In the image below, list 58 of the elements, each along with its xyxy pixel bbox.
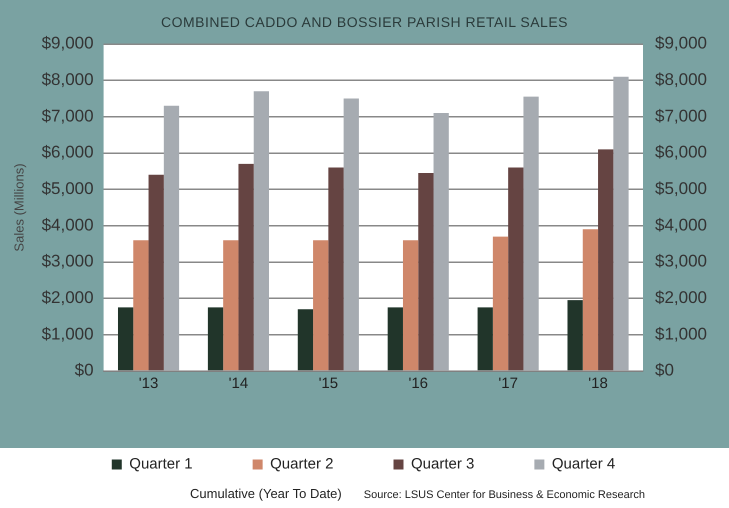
bar [328,168,344,370]
x-tick-label: '15 [318,375,338,392]
legend-label: Quarter 3 [411,456,474,473]
bar [582,229,598,370]
y2-tick-label: $8,000 [655,70,708,90]
y-tick-label: $0 [74,360,94,380]
y-tick-label: $7,000 [42,106,94,126]
bar [298,309,314,370]
bar [118,307,134,370]
bar [148,174,164,370]
x-tick-label: '17 [498,375,518,392]
bar [478,307,493,370]
y-tick-label: $9,000 [42,34,94,53]
y-tick-label: $4,000 [42,215,94,234]
y-tick-label: $6,000 [42,142,94,162]
bar [388,307,403,370]
y2-tick-label: $3,000 [655,252,708,271]
y-tick-label: $3,000 [42,252,94,271]
chart-title: COMBINED CADDO AND BOSSIER PARISH RETAIL SALES [160,14,570,30]
x-tick-label: '14 [228,375,248,392]
y-axis-title: Sales (Millions) [11,163,26,252]
x-tick-label: '13 [138,375,158,392]
bar [598,149,614,370]
bar [223,240,238,370]
bar [164,106,180,370]
y2-tick-label: $2,000 [655,288,708,308]
bar [208,307,224,370]
bar [418,172,434,370]
y2-tick-label: $5,000 [655,179,708,198]
bar [434,113,449,370]
y2-tick-label: $1,000 [655,324,708,344]
y-tick-label: $2,000 [42,288,94,308]
bar [567,300,583,370]
source-note: Source: LSUS Center for Business & Economic Research [364,489,645,501]
x-tick-label: '16 [408,375,428,392]
y-tick-label: $8,000 [42,70,94,90]
bar [492,236,508,370]
y2-tick-label: $7,000 [655,106,708,126]
bar [344,98,359,370]
x-tick-label: '18 [588,375,608,392]
bar [254,91,270,370]
legend-label: Quarter 1 [129,456,193,473]
bar [238,164,254,370]
text: Cumulative (Year To Date) [190,486,342,501]
bar [508,168,524,370]
legend-label: Quarter 2 [270,456,334,473]
bar [523,96,539,370]
legend-label: Quarter 4 [552,456,616,473]
y2-tick-label: $0 [655,360,674,380]
y2-tick-label: $4,000 [655,215,708,234]
bar [313,240,328,370]
bar [402,240,418,370]
y2-tick-label: $9,000 [655,34,708,53]
y-tick-label: $1,000 [42,324,94,344]
bar [613,76,629,370]
y2-tick-label: $6,000 [655,142,708,162]
bar [133,240,149,370]
y-tick-label: $5,000 [42,179,94,198]
